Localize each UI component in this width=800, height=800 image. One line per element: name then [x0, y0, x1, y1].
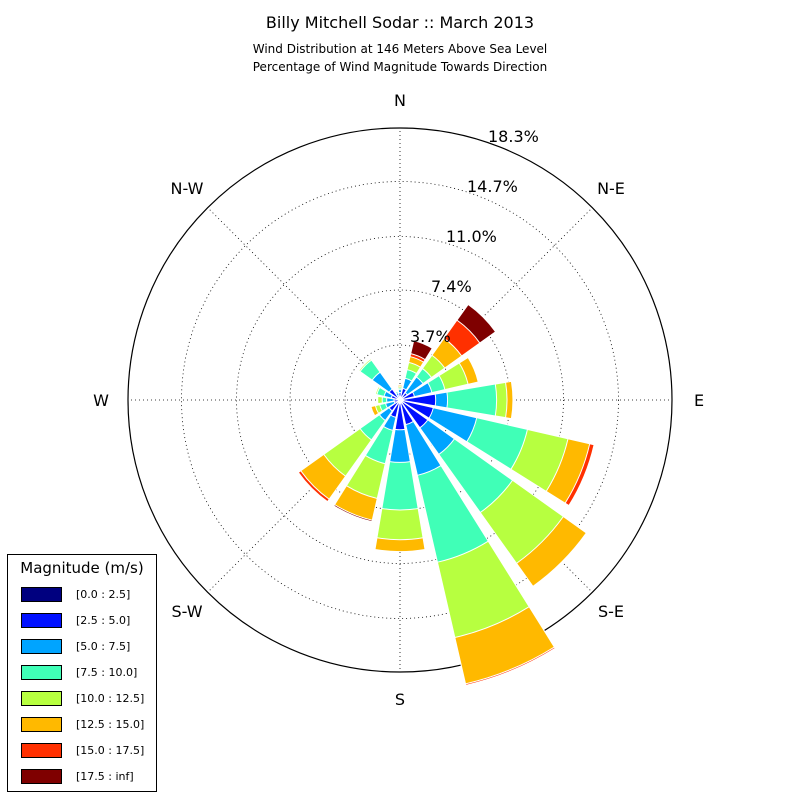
wind-bar-e-bin-1: [399, 393, 437, 407]
direction-label-e: E: [694, 391, 704, 410]
wind-bar-ssw-bin-1: [389, 399, 401, 418]
legend-label: [0.0 : 2.5]: [76, 588, 131, 601]
direction-label-w: W: [93, 391, 109, 410]
legend-swatch: [21, 639, 62, 654]
direction-label-n-e: N-E: [597, 179, 625, 198]
legend-label: [5.0 : 7.5]: [76, 640, 131, 653]
wind-bars: [297, 303, 595, 686]
polar-labels: N N-E E S-E S S-W W N-W 3.7% 7.4% 11.0% 14.7% 18.3%: [93, 91, 704, 709]
legend-label: [7.5 : 10.0]: [76, 666, 138, 679]
direction-label-n: N: [394, 91, 406, 110]
legend-label: [15.0 : 17.5]: [76, 744, 145, 757]
legend-label: [12.5 : 15.0]: [76, 718, 145, 731]
radial-tick-label: 18.3%: [488, 127, 539, 146]
legend-swatch: [21, 691, 62, 706]
legend-label: [10.0 : 12.5]: [76, 692, 145, 705]
legend: Magnitude (m/s) [0.0 : 2.5] [2.5 : 5.0] [5…: [7, 554, 157, 792]
chart-subtitle-line-2: Percentage of Wind Magnitude Towards Dir…: [253, 60, 547, 74]
direction-label-n-w: N-W: [171, 179, 204, 198]
legend-swatch: [21, 613, 62, 628]
radial-tick-label: 11.0%: [446, 227, 497, 246]
radial-tick-label: 14.7%: [467, 177, 518, 196]
wind-bar-s-bin-2: [389, 399, 411, 463]
wind-bar-s-bin-1: [394, 399, 406, 431]
direction-label-s: S: [395, 690, 405, 709]
legend-swatch: [21, 743, 62, 758]
radial-gridline: [181, 181, 619, 619]
legend-swatch: [21, 717, 62, 732]
direction-label-s-e: S-E: [598, 602, 624, 621]
chart-subtitle-line-1: Wind Distribution at 146 Meters Above Se…: [253, 42, 548, 56]
legend-swatch: [21, 587, 62, 602]
radial-gridline: [236, 236, 564, 564]
legend-label: [2.5 : 5.0]: [76, 614, 131, 627]
legend-swatch: [21, 665, 62, 680]
radial-tick-label: 3.7%: [410, 327, 451, 346]
wind-bar-nnw-bin-0: [398, 397, 401, 401]
chart-title: Billy Mitchell Sodar :: March 2013: [266, 13, 534, 32]
legend-swatch: [21, 769, 62, 784]
direction-label-s-w: S-W: [171, 602, 202, 621]
legend-label: [17.5 : inf]: [76, 770, 134, 783]
wind-bar-e-bin-3: [399, 383, 498, 417]
wind-bar-nw-bin-1: [388, 388, 401, 401]
legend-title: Magnitude (m/s): [20, 559, 144, 577]
wind-bar-ene-bin-1: [399, 391, 416, 401]
polar-frame: [127, 127, 673, 673]
wind-bar-sw-bin-1: [388, 399, 401, 412]
wind-bar-ese-bin-1: [399, 399, 434, 419]
wind-bar-se-bin-1: [399, 399, 429, 429]
wind-bar-sse-bin-1: [399, 399, 415, 426]
radial-tick-label: 7.4%: [431, 277, 472, 296]
wind-bar-w-bin-2: [386, 397, 401, 403]
